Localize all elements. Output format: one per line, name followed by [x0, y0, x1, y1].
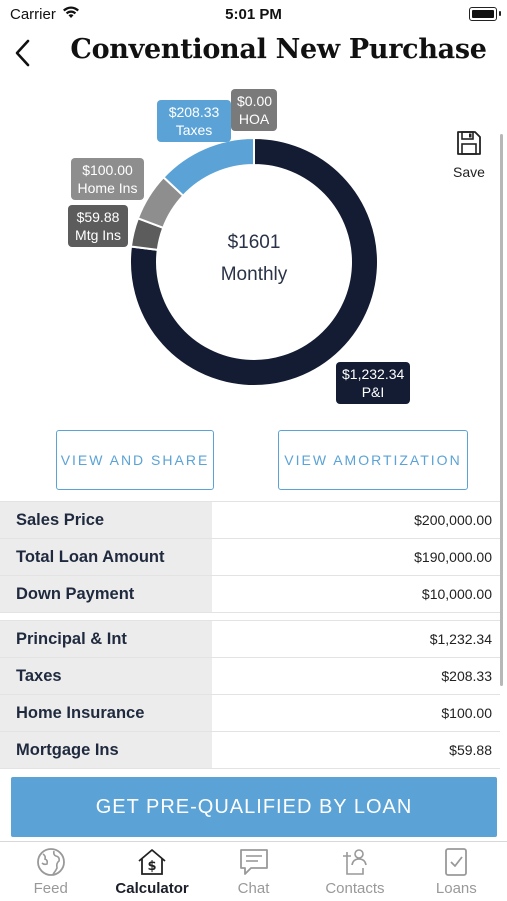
- tab-calculator[interactable]: $ Calculator: [101, 842, 202, 901]
- svg-text:$: $: [148, 859, 157, 874]
- chart-center-label: Monthly: [220, 264, 288, 285]
- payment-donut-chart: [0, 80, 507, 430]
- row-value: $200,000.00: [414, 512, 492, 528]
- contacts-icon: [342, 849, 367, 875]
- scrollbar[interactable]: [500, 134, 503, 686]
- save-button[interactable]: Save: [452, 130, 486, 180]
- tab-chat[interactable]: Chat: [203, 842, 304, 901]
- tab-loans[interactable]: Loans: [406, 842, 507, 901]
- tooltip-pi-value: $1,232.34: [342, 366, 405, 382]
- row-value: $190,000.00: [414, 549, 492, 565]
- tab-label: Loans: [435, 880, 477, 897]
- row-value: $208.33: [441, 668, 492, 684]
- donut-slice-taxes[interactable]: [162, 136, 255, 198]
- battery-icon: [469, 7, 501, 21]
- tab-label: Chat: [237, 880, 270, 897]
- table-row: Down Payment $10,000.00: [0, 576, 500, 613]
- floppy-disk-icon: [457, 131, 481, 155]
- tooltip-hoa: $0.00 HOA: [231, 89, 277, 131]
- table-row: Mortgage Ins $59.88: [0, 732, 500, 769]
- table-row: Taxes $208.33: [0, 658, 500, 695]
- loan-summary-table: Sales Price $200,000.00 Total Loan Amoun…: [0, 501, 500, 613]
- chevron-left-icon: [15, 39, 30, 67]
- loans-icon: [445, 848, 468, 876]
- donut-slice-p-i[interactable]: [129, 136, 379, 387]
- carrier-label: Carrier: [10, 6, 56, 23]
- page-title: Conventional New Purchase: [70, 34, 487, 65]
- table-row: Home Insurance $100.00: [0, 695, 500, 732]
- tooltip-taxes-value: $208.33: [168, 104, 220, 120]
- view-and-share-button[interactable]: VIEW AND SHARE: [56, 430, 214, 490]
- get-prequalified-button[interactable]: GET PRE-QUALIFIED BY LOAN: [11, 777, 497, 837]
- row-value: $59.88: [449, 742, 492, 758]
- tooltip-pi-label: P&I: [361, 384, 385, 400]
- donut-svg: [129, 136, 379, 387]
- row-label: Principal & Int: [0, 621, 212, 657]
- chat-icon: [239, 849, 268, 875]
- payment-breakdown-table: Principal & Int $1,232.34 Taxes $208.33 …: [0, 620, 500, 769]
- view-amortization-button[interactable]: VIEW AMORTIZATION: [278, 430, 468, 490]
- tooltip-taxes-label: Taxes: [175, 122, 213, 138]
- table-row: Sales Price $200,000.00: [0, 502, 500, 539]
- wifi-icon: [62, 5, 80, 23]
- chart-center-amount: $1601: [227, 232, 281, 253]
- tooltip-home-ins-value: $100.00: [82, 162, 133, 178]
- row-label: Sales Price: [0, 502, 212, 538]
- tooltip-home-ins-label: Home Ins: [77, 180, 138, 196]
- tooltip-taxes: $208.33 Taxes: [157, 100, 231, 142]
- tooltip-home-ins: $100.00 Home Ins: [71, 158, 144, 200]
- back-button[interactable]: [12, 36, 36, 70]
- table-row: Total Loan Amount $190,000.00: [0, 539, 500, 576]
- row-label: Taxes: [0, 658, 212, 694]
- tooltip-hoa-value: $0.00: [237, 93, 273, 109]
- tooltip-mtg-ins-value: $59.88: [76, 209, 120, 225]
- row-label: Total Loan Amount: [0, 539, 212, 575]
- tab-label: Contacts: [325, 880, 385, 897]
- row-label: Home Insurance: [0, 695, 212, 731]
- tab-bar: Feed $ Calculator Chat Contacts Loans: [0, 841, 507, 901]
- tab-contacts[interactable]: Contacts: [304, 842, 405, 901]
- row-value: $10,000.00: [421, 586, 492, 602]
- calculator-house-icon: $: [138, 849, 166, 875]
- tab-label: Feed: [33, 880, 68, 897]
- tooltip-hoa-label: HOA: [238, 111, 270, 127]
- row-value: $1,232.34: [429, 631, 492, 647]
- row-label: Mortgage Ins: [0, 732, 212, 768]
- globe-icon: [36, 848, 65, 876]
- table-row: Principal & Int $1,232.34: [0, 621, 500, 658]
- tooltip-mtg-ins: $59.88 Mtg Ins: [68, 205, 128, 247]
- row-label: Down Payment: [0, 576, 212, 612]
- tooltip-pi: $1,232.34 P&I: [336, 362, 410, 404]
- save-label: Save: [453, 164, 485, 180]
- row-value: $100.00: [441, 705, 492, 721]
- tab-feed[interactable]: Feed: [0, 842, 101, 901]
- status-bar: Carrier 5:01 PM: [0, 0, 507, 28]
- tooltip-mtg-ins-label: Mtg Ins: [75, 227, 121, 243]
- clock: 5:01 PM: [225, 6, 282, 23]
- tab-label: Calculator: [115, 880, 189, 897]
